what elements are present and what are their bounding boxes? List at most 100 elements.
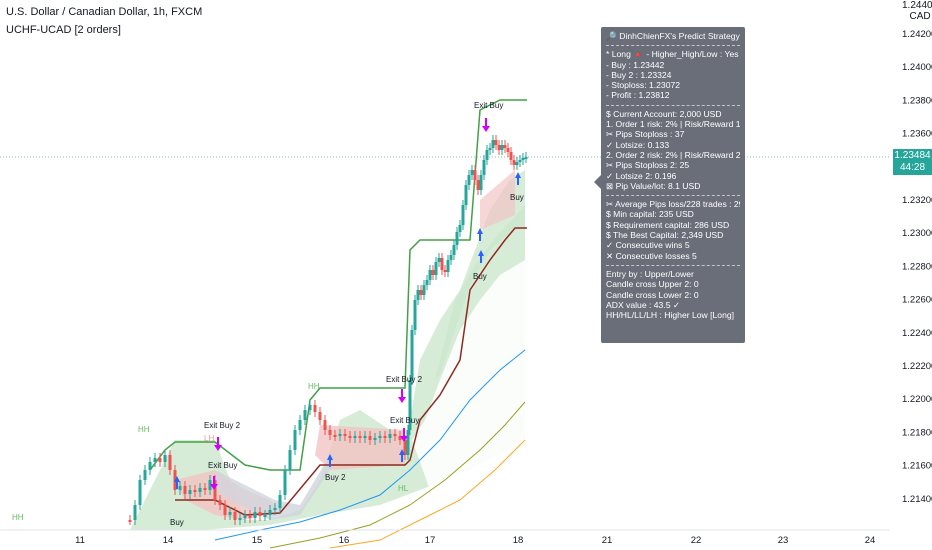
candle-body <box>479 175 483 190</box>
candle-body <box>506 148 510 152</box>
panel-line: ✕ Consecutive losses 5 <box>606 250 697 261</box>
grey-band <box>215 455 330 520</box>
candle-body <box>223 505 227 515</box>
price-tick-label: 1.22000 <box>902 394 932 405</box>
candle-body <box>373 438 377 440</box>
candle-body <box>497 145 501 150</box>
candle-body <box>410 330 414 380</box>
candle-body <box>473 170 477 180</box>
candle-body <box>521 158 525 160</box>
panel-line: ✓ Consecutive wins 5 <box>606 240 690 251</box>
candle-body <box>431 270 435 275</box>
candle-body <box>218 500 222 505</box>
candle-body <box>449 255 453 260</box>
time-tick-label: 17 <box>425 535 436 546</box>
lh-label: LH <box>204 434 214 443</box>
candle-body <box>500 145 504 150</box>
candle-body <box>318 412 322 420</box>
strategy-info-panel: 🔎 DinhChienFX's Predict Strategy * Long … <box>601 27 745 343</box>
buy-label: Buy <box>170 518 184 527</box>
panel-line: 2. Order 2 risk: 2% | Risk/Reward 2: 1/1… <box>606 149 740 160</box>
candle-body <box>458 225 462 232</box>
candle-body <box>248 515 252 518</box>
candle-body <box>213 480 217 500</box>
candle-body <box>419 290 423 295</box>
candle-body <box>515 162 519 165</box>
panel-line: ✂ Pips Stoploss : 37 <box>606 129 685 140</box>
candle-body <box>491 140 495 148</box>
time-tick-label: 14 <box>163 535 174 546</box>
candle-body <box>437 258 441 262</box>
candle-body <box>138 480 142 505</box>
panel-line: Candle cross Upper 2: 0 <box>606 279 699 290</box>
panel-title: 🔎 DinhChienFX's Predict Strategy <box>606 31 740 41</box>
price-tick-label: 1.21400 <box>902 494 932 505</box>
lower-line <box>175 227 527 516</box>
candle-body <box>428 270 432 280</box>
candle-body <box>198 488 202 492</box>
candle-body <box>298 420 302 430</box>
exit-buy-2-label: Exit Buy 2 <box>386 375 423 384</box>
indicator-title[interactable]: UCHF-UCAD [2 orders] <box>6 24 121 36</box>
panel-line: - Stoploss: 1.23072 <box>606 80 681 91</box>
price-tick-label: 1.24200 <box>902 29 932 40</box>
candle-body <box>168 455 172 470</box>
buy-label: Buy <box>510 193 524 202</box>
candle-body <box>488 148 492 150</box>
candle-body <box>378 436 382 438</box>
panel-line: ✂ Average Pips loss/228 trades : 29 <box>606 199 740 210</box>
candle-body <box>273 508 277 510</box>
panel-line: - Profit : 1.23812 <box>606 90 670 101</box>
price-tick-label: 1.21600 <box>902 461 932 472</box>
price-axis[interactable]: 1.242001.240001.238001.236001.234001.232… <box>902 29 932 505</box>
price-tick-label: 1.21800 <box>902 427 932 438</box>
time-tick-label: 15 <box>252 535 263 546</box>
candle-body <box>283 470 287 495</box>
olive-ma-line <box>269 401 526 549</box>
candle-body <box>518 160 522 162</box>
hh-label: HH <box>138 425 150 434</box>
candle-body <box>434 262 438 275</box>
candle-body <box>243 515 247 518</box>
candle-body <box>303 410 307 420</box>
orange-ma-line <box>329 439 526 549</box>
panel-line: ⊠ Pip Value/lot: 8.1 USD <box>606 180 701 191</box>
price-tick-label: 1.24000 <box>902 62 932 73</box>
candle-body <box>406 430 410 455</box>
candle-body <box>308 405 312 410</box>
panel-line: ✓ Lotsize: 0.133 <box>606 139 670 150</box>
candle-body <box>440 258 444 270</box>
candle-body <box>485 150 489 160</box>
candle-body <box>470 170 474 175</box>
price-tick-label: 1.22400 <box>902 328 932 339</box>
candle-body <box>208 480 212 490</box>
time-axis[interactable]: 11 14 15 16 17 18 21 22 23 24 <box>75 535 875 546</box>
candle-body <box>503 145 507 148</box>
price-tick-label: 1.22800 <box>902 261 932 272</box>
current-price-value: 1.23484 <box>894 150 931 161</box>
candle-body <box>148 462 152 470</box>
price-tick-label: 1.23000 <box>902 228 932 239</box>
panel-line: * Long 🔺 - Higher_High/Low : Yes <box>606 49 739 60</box>
candle-body <box>233 512 237 520</box>
candle-body <box>288 450 292 470</box>
hh-label: HH <box>12 513 24 522</box>
candle-body <box>353 436 357 438</box>
candle-body <box>512 160 516 165</box>
panel-line: $ Min capital: 235 USD <box>606 209 694 220</box>
candle-body <box>163 455 167 462</box>
candle-body <box>388 434 392 438</box>
price-tick-label: 1.22600 <box>902 295 932 306</box>
hl-label: HL <box>398 484 409 493</box>
candle-body <box>258 512 262 516</box>
candle-body <box>416 290 420 300</box>
candle-body <box>158 458 162 462</box>
price-tick-label: 1.23200 <box>902 195 932 206</box>
symbol-title: U.S. Dollar / Canadian Dollar, 1h, FXCM <box>6 6 203 18</box>
candle-body <box>333 435 337 437</box>
candle-body <box>443 270 447 272</box>
candle-body <box>452 245 456 255</box>
panel-section-signal: * Long 🔺 - Higher_High/Low : Yes - Buy : … <box>606 49 740 100</box>
